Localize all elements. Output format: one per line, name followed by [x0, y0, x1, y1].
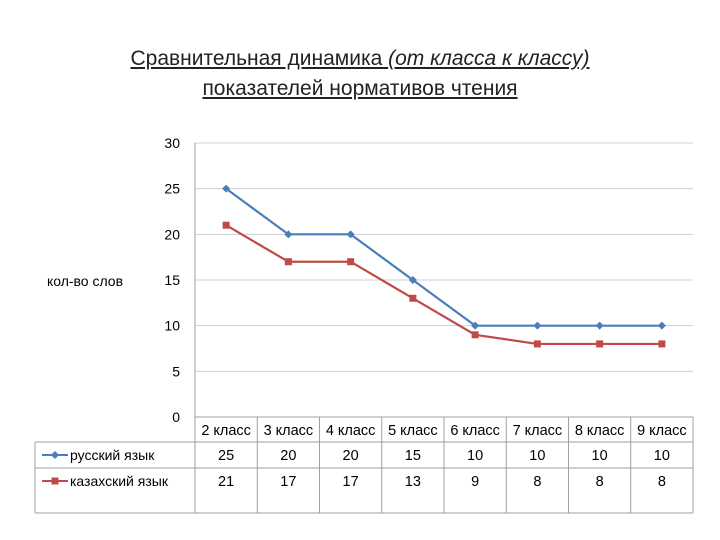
x-tick-label: 2 класс: [201, 423, 251, 439]
series-russian-legend-marker: [51, 451, 59, 459]
series-kazakh-table-value: 8: [533, 474, 541, 490]
x-tick-label: 4 класс: [326, 423, 376, 439]
x-tick-label: 6 класс: [450, 423, 500, 439]
x-tick-label: 8 класс: [575, 423, 625, 439]
chart-title-line2: показателей нормативов чтения: [202, 77, 518, 100]
series-kazakh-point: [471, 331, 479, 339]
series-kazakh-legend-label: казахский язык: [70, 473, 169, 489]
series-russian-point: [595, 321, 604, 330]
series-russian-point: [657, 321, 666, 330]
y-tick-label: 25: [164, 181, 180, 197]
y-tick-label: 10: [164, 318, 180, 334]
y-tick-label: 30: [164, 135, 180, 151]
series-kazakh-table-value: 8: [596, 474, 604, 490]
series-kazakh-point: [347, 258, 355, 266]
series-russian-point: [284, 230, 293, 239]
series-russian-table-value: 15: [405, 448, 421, 464]
series-russian-point: [471, 321, 480, 330]
y-tick-label: 15: [164, 272, 180, 288]
series-kazakh-point: [222, 221, 230, 229]
y-axis-label: кол-во слов: [47, 273, 123, 289]
series-kazakh-table-value: 13: [405, 474, 421, 490]
series-russian-point: [408, 276, 417, 284]
chart-title-main: Сравнительная динамика: [130, 47, 389, 70]
chart-title: Сравнительная динамика (от класса к клас…: [0, 44, 720, 104]
series-russian-legend-label: русский язык: [70, 447, 155, 463]
series-kazakh-point: [533, 340, 541, 348]
y-tick-label: 0: [172, 409, 180, 425]
grid-lines: [195, 142, 693, 372]
series-kazakh-point: [596, 340, 604, 348]
series-russian-point: [222, 184, 231, 193]
x-tick-label: 3 класс: [264, 423, 314, 439]
series-lines: [222, 184, 666, 348]
series-kazakh-table-value: 21: [218, 474, 234, 490]
x-tick-label: 5 класс: [388, 423, 438, 439]
series-russian-table-value: 10: [592, 448, 608, 464]
series-kazakh-table-value: 8: [658, 474, 666, 490]
series-russian-table-value: 20: [280, 448, 296, 464]
y-tick-label: 20: [164, 226, 180, 242]
data-table: 2 класс 3 класс 4 класс 5 класс 6 класс 7 кла…: [34, 416, 694, 514]
x-tick-label: 9 класс: [637, 423, 687, 439]
chart-title-italic: (от класса к классу): [388, 47, 590, 70]
series-russian-table-value: 20: [343, 448, 359, 464]
series-kazakh-point: [658, 340, 666, 348]
series-kazakh-legend-marker: [51, 477, 59, 485]
series-russian-point: [346, 230, 355, 239]
y-tick-label: 5: [172, 363, 180, 379]
x-tick-label: 7 класс: [513, 423, 563, 439]
series-kazakh-table-value: 17: [343, 474, 359, 490]
series-russian-table-value: 10: [529, 448, 545, 464]
series-kazakh-point: [409, 294, 417, 302]
series-kazakh-table-value: 9: [471, 474, 479, 490]
series-russian-point: [533, 321, 542, 330]
series-russian-table-value: 10: [467, 448, 483, 464]
series-kazakh-table-value: 17: [280, 474, 296, 490]
series-russian-table-value: 10: [654, 448, 670, 464]
y-tick-labels: 0 5 10 15 20 25 30: [164, 135, 180, 425]
series-kazakh-line: [225, 224, 662, 346]
series-kazakh-point: [284, 258, 292, 266]
series-russian-line: [225, 187, 662, 327]
series-russian-table-value: 25: [218, 448, 234, 464]
